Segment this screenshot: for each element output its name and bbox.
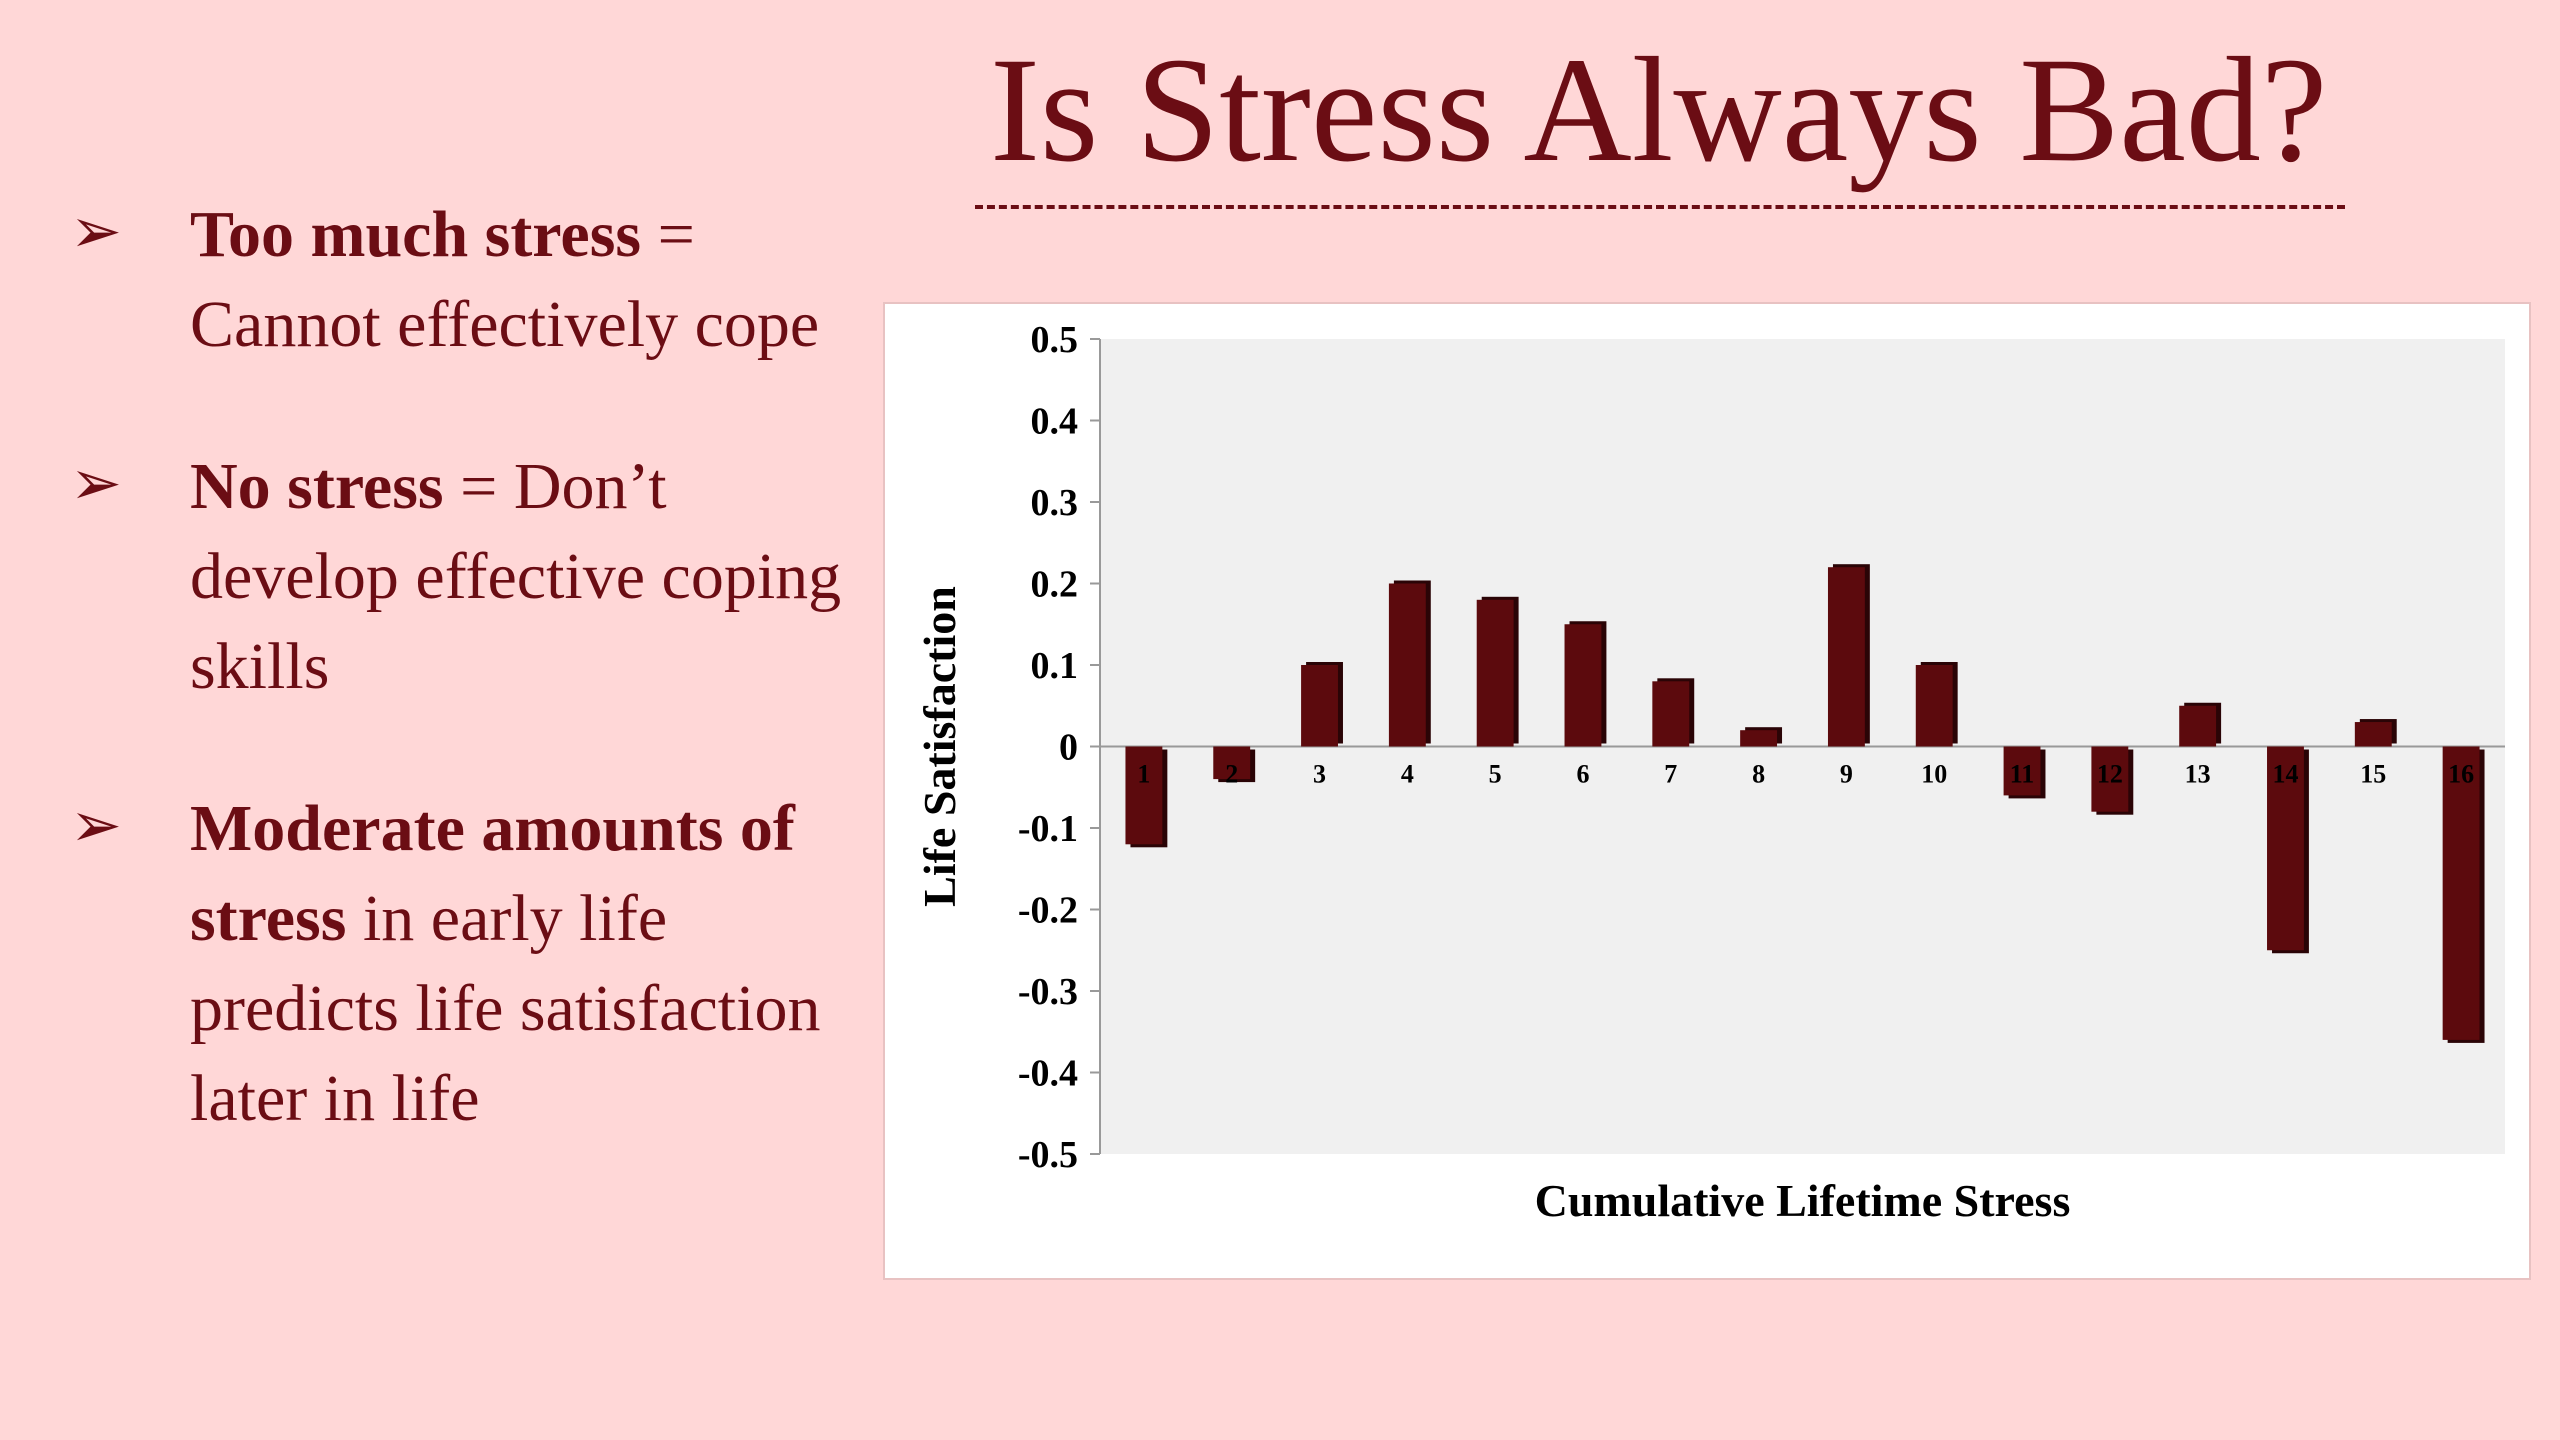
y-tick-label: 0.5 bbox=[1031, 319, 1079, 361]
bar bbox=[1301, 665, 1338, 747]
x-tick-labels: 1 2 3 4 5 6 7 8 9 10 11 12 13 14 15 16 bbox=[1137, 760, 2474, 789]
bar bbox=[1915, 665, 1953, 747]
bullet-text: No stress = Don’t develop effective copi… bbox=[190, 442, 870, 712]
x-tick-label: 4 bbox=[1401, 760, 1414, 789]
bullet-text: Too much stress = Cannot effectively cop… bbox=[190, 190, 870, 370]
bar bbox=[2179, 705, 2217, 747]
bar bbox=[2091, 746, 2129, 812]
arrow-bullet-icon: ➢ bbox=[70, 194, 122, 267]
y-tick-label: 0.1 bbox=[1031, 645, 1079, 687]
bar bbox=[2354, 722, 2392, 747]
y-tick-label: -0.3 bbox=[1018, 971, 1078, 1013]
x-tick-label: 13 bbox=[2185, 760, 2211, 789]
bar bbox=[1388, 583, 1426, 747]
title-divider bbox=[975, 205, 2345, 209]
bars bbox=[1125, 564, 2485, 1043]
y-tick-label: -0.4 bbox=[1018, 1053, 1078, 1095]
bar bbox=[1564, 624, 1602, 747]
bar bbox=[2003, 746, 2041, 796]
x-tick-label: 2 bbox=[1225, 760, 1238, 789]
bullet-emphasis: Too much stress bbox=[190, 198, 642, 271]
y-ticks: 0.5 0.4 0.3 0.2 0.1 0 -0.1 -0.2 -0.3 -0.4 -0.5 bbox=[1018, 319, 1100, 1176]
bar bbox=[2442, 746, 2480, 1040]
bullet-emphasis: Moderate amounts of stress bbox=[190, 792, 795, 955]
x-tick-label: 8 bbox=[1752, 760, 1765, 789]
x-tick-label: 9 bbox=[1840, 760, 1853, 789]
x-tick-label: 3 bbox=[1313, 760, 1326, 789]
bullet-body: in early life predicts life satisfaction… bbox=[190, 882, 821, 1135]
x-tick-label: 15 bbox=[2360, 760, 2386, 789]
x-tick-label: 16 bbox=[2448, 760, 2474, 789]
x-tick-label: 12 bbox=[2097, 760, 2123, 789]
bar bbox=[1125, 746, 1163, 845]
x-tick-label: 10 bbox=[1921, 760, 1947, 789]
arrow-bullet-icon: ➢ bbox=[70, 446, 122, 519]
bullet-body: = Cannot effectively cope bbox=[190, 198, 820, 361]
y-tick-label: 0.4 bbox=[1031, 401, 1079, 443]
bar bbox=[2267, 746, 2304, 951]
bar bbox=[1827, 567, 1865, 747]
x-tick-label: 7 bbox=[1664, 760, 1677, 789]
x-tick-label: 1 bbox=[1137, 760, 1150, 789]
bullet-text: Moderate amounts of stress in early life… bbox=[190, 784, 870, 1144]
y-tick-label: 0 bbox=[1059, 727, 1078, 769]
x-axis-label: Cumulative Lifetime Stress bbox=[1535, 1175, 2071, 1226]
slide-title: Is Stress Always Bad? bbox=[990, 27, 2328, 193]
bar bbox=[1476, 599, 1514, 747]
bar bbox=[1213, 746, 1251, 780]
bullet-item: ➢ Too much stress = Cannot effectively c… bbox=[70, 190, 870, 370]
y-tick-label: -0.2 bbox=[1018, 890, 1078, 932]
bullet-list: ➢ Too much stress = Cannot effectively c… bbox=[70, 190, 870, 1216]
arrow-bullet-icon: ➢ bbox=[70, 788, 122, 861]
bar bbox=[1652, 681, 1690, 747]
x-tick-label: 14 bbox=[2272, 760, 2298, 789]
y-tick-label: 0.3 bbox=[1031, 482, 1079, 524]
x-tick-label: 6 bbox=[1576, 760, 1589, 789]
bullet-emphasis: No stress bbox=[190, 450, 444, 523]
x-tick-label: 11 bbox=[2010, 760, 2035, 789]
y-tick-label: -0.5 bbox=[1018, 1134, 1078, 1176]
bullet-body: = Don’t develop effective coping skills bbox=[190, 450, 842, 703]
y-axis-label: Life Satisfaction bbox=[914, 586, 965, 907]
y-tick-label: -0.1 bbox=[1018, 808, 1078, 850]
x-tick-label: 5 bbox=[1489, 760, 1502, 789]
bullet-item: ➢ No stress = Don’t develop effective co… bbox=[70, 442, 870, 712]
bullet-item: ➢ Moderate amounts of stress in early li… bbox=[70, 784, 870, 1144]
y-tick-label: 0.2 bbox=[1031, 564, 1079, 606]
bar bbox=[1740, 730, 1778, 747]
